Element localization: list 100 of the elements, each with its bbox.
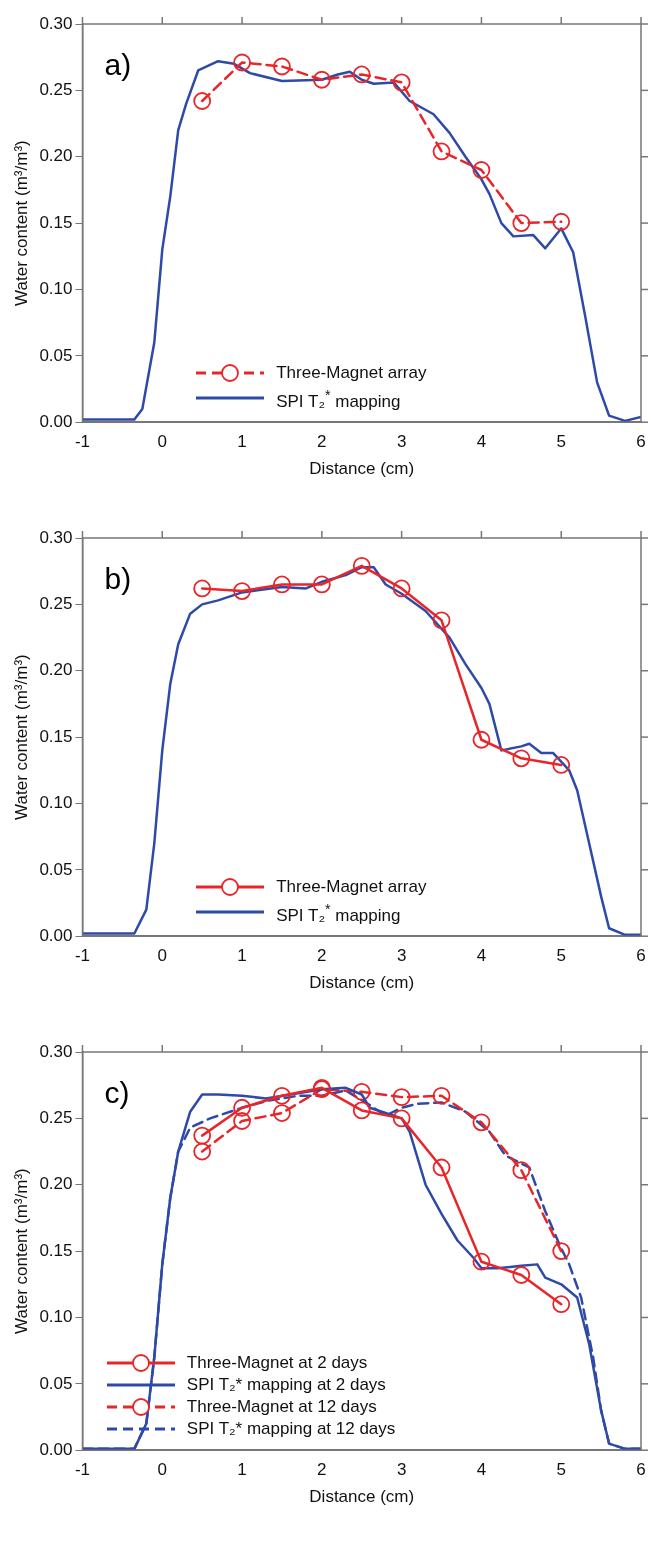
- x-tick-label: -1: [74, 1460, 91, 1480]
- point: [552, 212, 571, 231]
- point: [392, 1088, 411, 1107]
- y-tick-label: 0.00: [39, 1439, 73, 1459]
- x-tick-label: 5: [556, 432, 566, 452]
- y-tick-label: 0.10: [39, 279, 73, 299]
- y-tick-label: 0.05: [39, 1373, 73, 1393]
- point: [512, 749, 531, 768]
- point: [392, 579, 411, 598]
- x-tick-label: 1: [237, 1460, 247, 1480]
- y-tick-label: 0.25: [39, 1108, 73, 1128]
- y-tick-label: 0.20: [39, 146, 73, 166]
- x-tick-label: 4: [476, 432, 487, 452]
- point: [472, 161, 491, 179]
- y-tick-label: 0.00: [39, 411, 73, 431]
- x-tick-label: 6: [636, 1460, 646, 1480]
- point: [392, 73, 411, 92]
- point: [233, 1098, 251, 1117]
- x-tick-label: 1: [237, 432, 247, 452]
- point: [552, 1242, 571, 1260]
- y-tick-label: 0.25: [39, 594, 73, 614]
- point: [432, 611, 451, 630]
- y-tick-label: 0.10: [39, 793, 73, 813]
- y-axis-title: Water content (m³/m³): [11, 140, 31, 306]
- x-tick-label: -1: [74, 946, 91, 966]
- x-tick-label: 3: [396, 1460, 407, 1480]
- y-tick-label: 0.20: [39, 1174, 73, 1194]
- legend-label: SPI T₂$^{*}$ mapping: [276, 385, 401, 413]
- x-tick-label: 4: [476, 1460, 487, 1480]
- x-tick-label: 2: [317, 1460, 327, 1480]
- point: [193, 1126, 212, 1145]
- legend-label: SPI T₂* mapping at 2 days: [186, 1374, 386, 1397]
- y-axis-title: Water content (m³/m³): [11, 1168, 31, 1334]
- x-tick-label: 3: [396, 432, 407, 452]
- point: [312, 70, 331, 89]
- legend-label: SPI T₂$^{*}$ mapping: [276, 899, 401, 927]
- point: [312, 575, 331, 594]
- x-tick-label: 0: [157, 946, 168, 966]
- point: [273, 575, 291, 594]
- legend-label: Three-Magnet array: [276, 875, 427, 898]
- point: [193, 579, 212, 598]
- x-tick-label: 6: [636, 432, 646, 452]
- y-tick-label: 0.15: [39, 1240, 73, 1260]
- legend-label: SPI T₂* mapping at 12 days: [186, 1418, 396, 1441]
- point: [432, 142, 451, 161]
- point: [352, 556, 371, 575]
- point: [472, 1113, 491, 1132]
- y-tick-label: 0.10: [39, 1307, 73, 1327]
- x-axis-title: Distance (cm): [309, 973, 415, 993]
- x-axis-title: Distance (cm): [309, 459, 415, 479]
- point: [352, 1082, 371, 1101]
- legend-label: Three-Magnet at 12 days: [186, 1396, 377, 1419]
- point: [512, 1266, 531, 1284]
- point: [432, 1158, 451, 1177]
- x-axis-title: Distance (cm): [309, 1487, 415, 1507]
- x-tick-label: 0: [157, 432, 168, 452]
- point: [472, 1252, 491, 1271]
- y-axis-title: Water content (m³/m³): [11, 654, 31, 820]
- y-tick-label: 0.30: [39, 1041, 73, 1061]
- legend-label: Three-Magnet array: [276, 361, 427, 384]
- x-tick-label: 2: [317, 946, 327, 966]
- y-tick-label: 0.20: [39, 660, 73, 680]
- point: [193, 92, 212, 110]
- x-tick-label: 0: [157, 1460, 168, 1480]
- point: [233, 53, 251, 72]
- x-tick-label: 3: [396, 946, 407, 966]
- y-tick-label: 0.30: [39, 13, 73, 33]
- point: [233, 582, 251, 600]
- legend-label: Three-Magnet at 2 days: [186, 1352, 368, 1375]
- point: [552, 1295, 571, 1314]
- annotation: c): [104, 1076, 130, 1110]
- y-tick-label: 0.05: [39, 345, 73, 365]
- point: [273, 1086, 291, 1105]
- point: [512, 214, 531, 232]
- y-tick-label: 0.15: [39, 726, 73, 746]
- x-tick-label: 1: [237, 946, 247, 966]
- point: [432, 1086, 451, 1105]
- x-tick-label: 5: [556, 946, 566, 966]
- x-tick-label: 6: [636, 946, 646, 966]
- point: [352, 1101, 371, 1120]
- point: [352, 65, 371, 84]
- y-tick-label: 0.05: [39, 859, 73, 879]
- point: [273, 1104, 291, 1122]
- x-tick-label: 5: [556, 1460, 566, 1480]
- x-tick-label: -1: [74, 432, 91, 452]
- x-tick-label: 2: [317, 432, 327, 452]
- point: [233, 1112, 251, 1130]
- y-tick-label: 0.00: [39, 925, 73, 945]
- y-tick-label: 0.15: [39, 212, 73, 232]
- annotation: a): [104, 48, 132, 82]
- point: [472, 730, 491, 749]
- point: [193, 1142, 212, 1161]
- x-tick-label: 4: [476, 946, 487, 966]
- point: [392, 1109, 411, 1128]
- y-tick-label: 0.30: [39, 527, 73, 547]
- point: [273, 57, 291, 76]
- point: [512, 1161, 531, 1180]
- point: [552, 756, 571, 774]
- y-tick-label: 0.25: [39, 80, 73, 100]
- annotation: b): [104, 562, 132, 596]
